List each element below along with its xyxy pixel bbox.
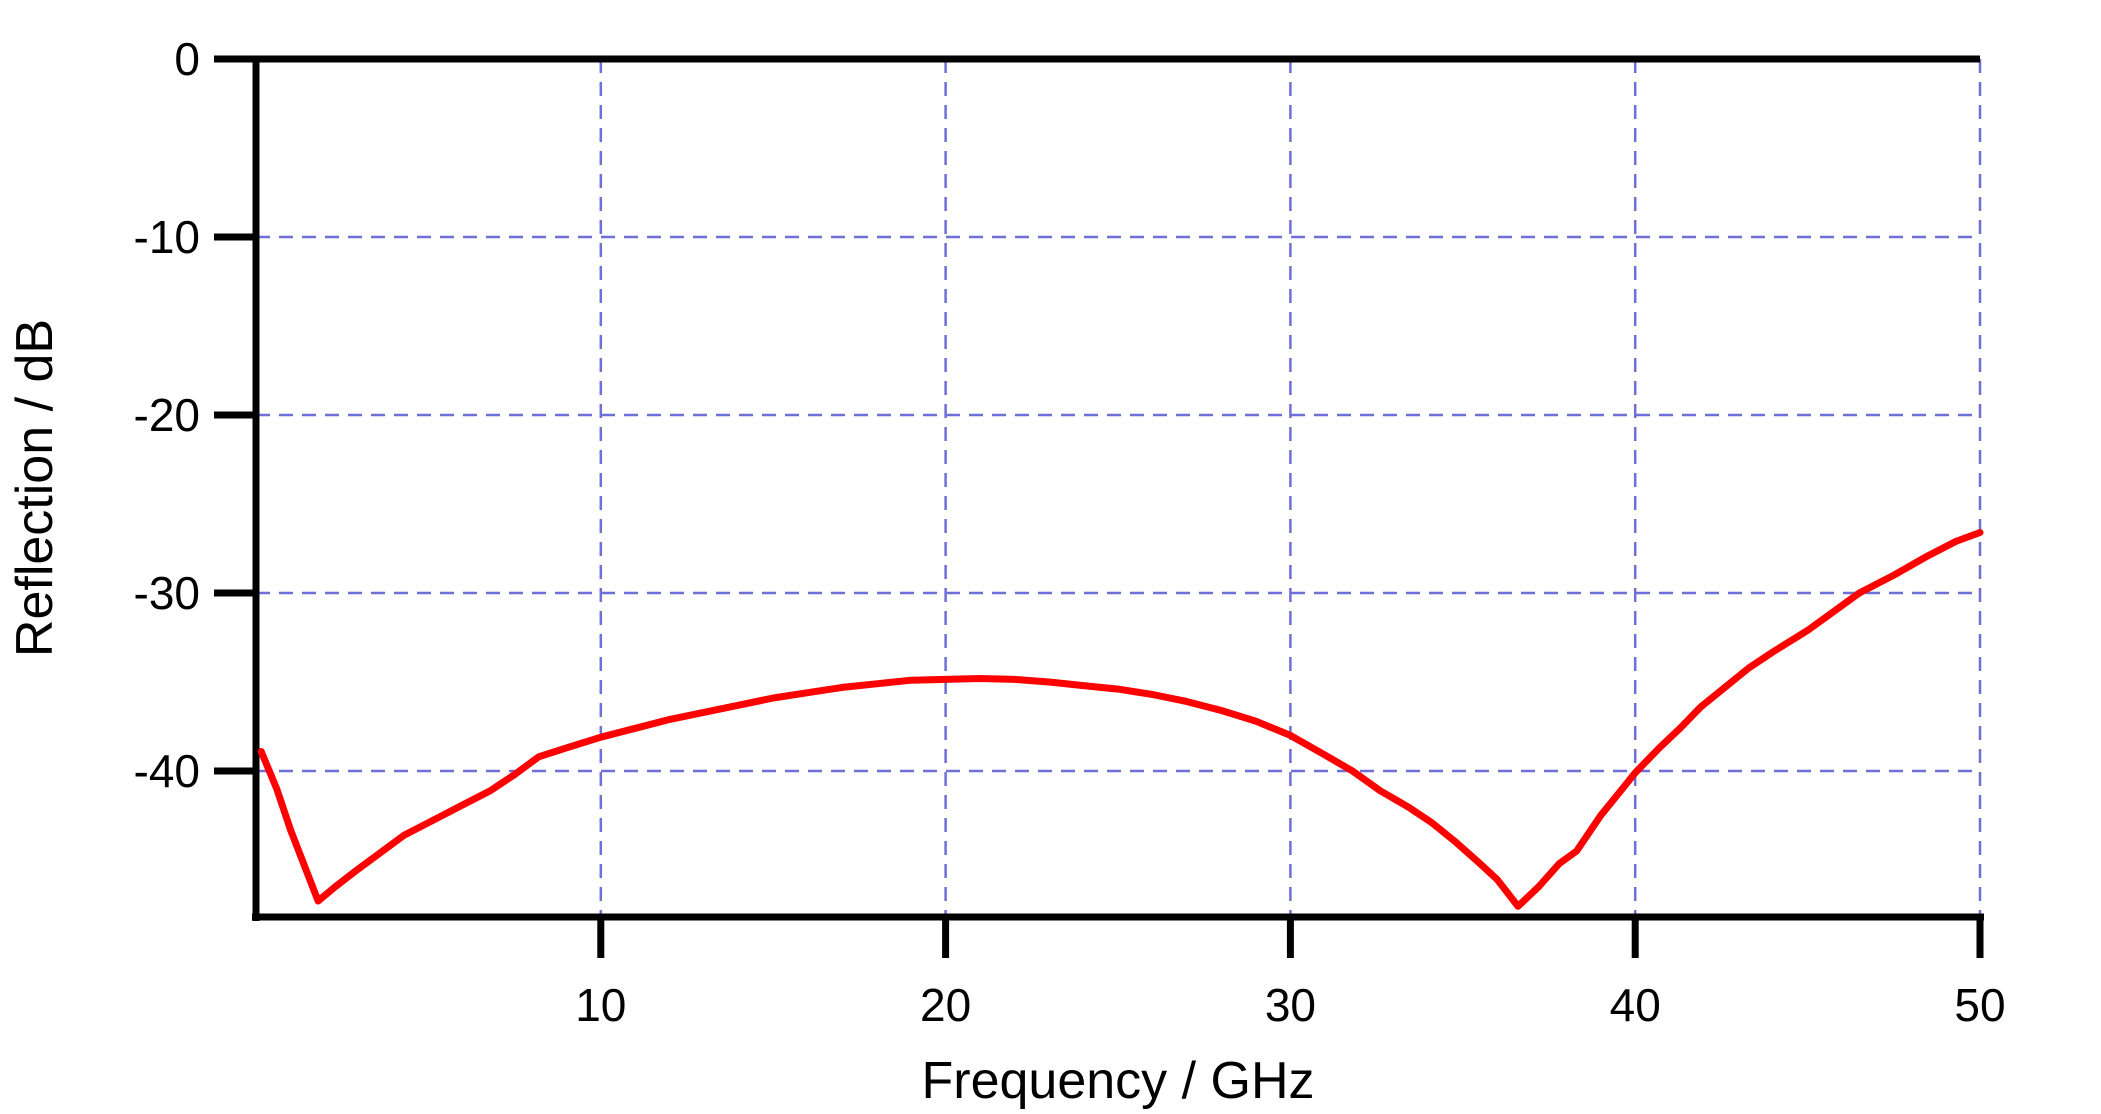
- y-tick-label-0: 0: [174, 33, 200, 85]
- x-axis-title: Frequency / GHz: [921, 1052, 1314, 1109]
- x-tick-label-30: 30: [1265, 979, 1316, 1031]
- x-tick-label-20: 20: [920, 979, 971, 1031]
- x-tick-label-50: 50: [1954, 979, 2005, 1031]
- y-tick-label--40: -40: [134, 745, 200, 797]
- y-tick-label--30: -30: [134, 567, 200, 619]
- grid-layer: [256, 59, 1982, 917]
- x-tick-label-40: 40: [1610, 979, 1661, 1031]
- axis-layer: [252, 55, 1984, 921]
- y-tick-label--20: -20: [134, 389, 200, 441]
- tick-label-layer: 0 -10 -20 -30 -40 10 20 30 40 50: [134, 33, 2006, 1031]
- x-tick-label-10: 10: [575, 979, 626, 1031]
- series-reflection-curve: [257, 529, 1984, 910]
- tick-layer: [214, 55, 1984, 958]
- curve-layer: [257, 529, 1984, 910]
- y-axis-title: Reflection / dB: [6, 319, 64, 657]
- y-tick-label--10: -10: [134, 211, 200, 263]
